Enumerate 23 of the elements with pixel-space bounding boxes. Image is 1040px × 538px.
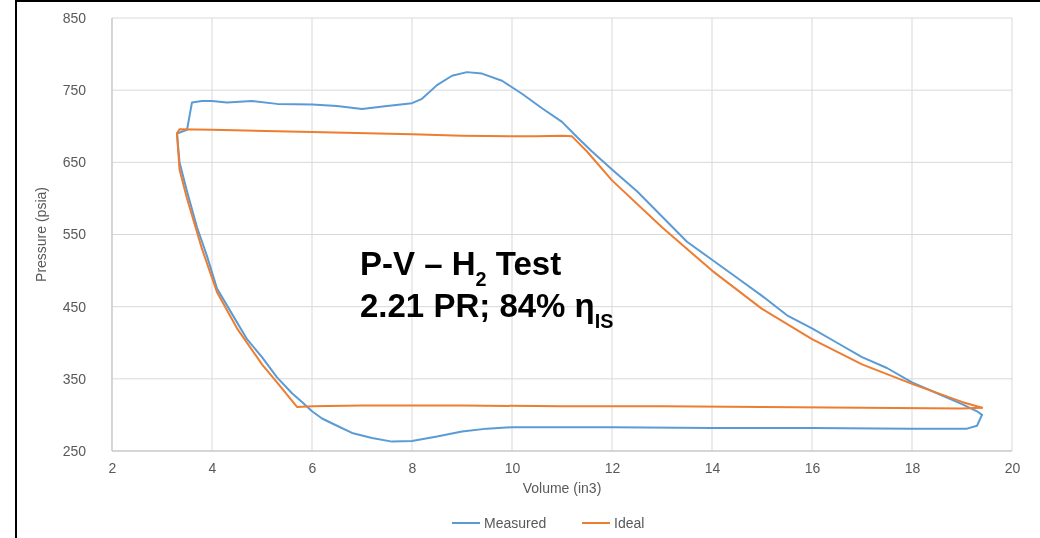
y-tick-label: 350 xyxy=(62,370,87,387)
x-tick-label: 10 xyxy=(504,459,521,476)
y-tick-label: 850 xyxy=(62,9,87,26)
y-tick-label: 650 xyxy=(62,154,87,171)
x-tick-label: 12 xyxy=(604,459,621,476)
x-tick-label: 4 xyxy=(208,459,217,476)
y-tick-label: 450 xyxy=(62,298,87,315)
x-tick-label: 14 xyxy=(704,459,721,476)
x-axis-title: Volume (in3) xyxy=(522,480,602,496)
x-tick-label: 2 xyxy=(108,459,117,476)
x-tick-label: 20 xyxy=(1004,459,1021,476)
y-axis-title: Pressure (psia) xyxy=(33,187,49,282)
x-tick-label: 18 xyxy=(904,459,921,476)
x-tick-label: 8 xyxy=(408,459,417,476)
x-tick-label: 16 xyxy=(804,459,821,476)
y-tick-label: 750 xyxy=(62,82,87,99)
annotation: 2.21 PR; 84% η$_{IS}$ xyxy=(360,287,614,332)
x-tick-label: 6 xyxy=(308,459,317,476)
annotation: P-V – H$_{2}$ Test xyxy=(360,245,562,290)
legend-label: Measured xyxy=(484,515,547,531)
legend-label: Ideal xyxy=(614,515,645,531)
y-tick-label: 550 xyxy=(62,226,87,243)
y-tick-label: 250 xyxy=(62,442,87,459)
